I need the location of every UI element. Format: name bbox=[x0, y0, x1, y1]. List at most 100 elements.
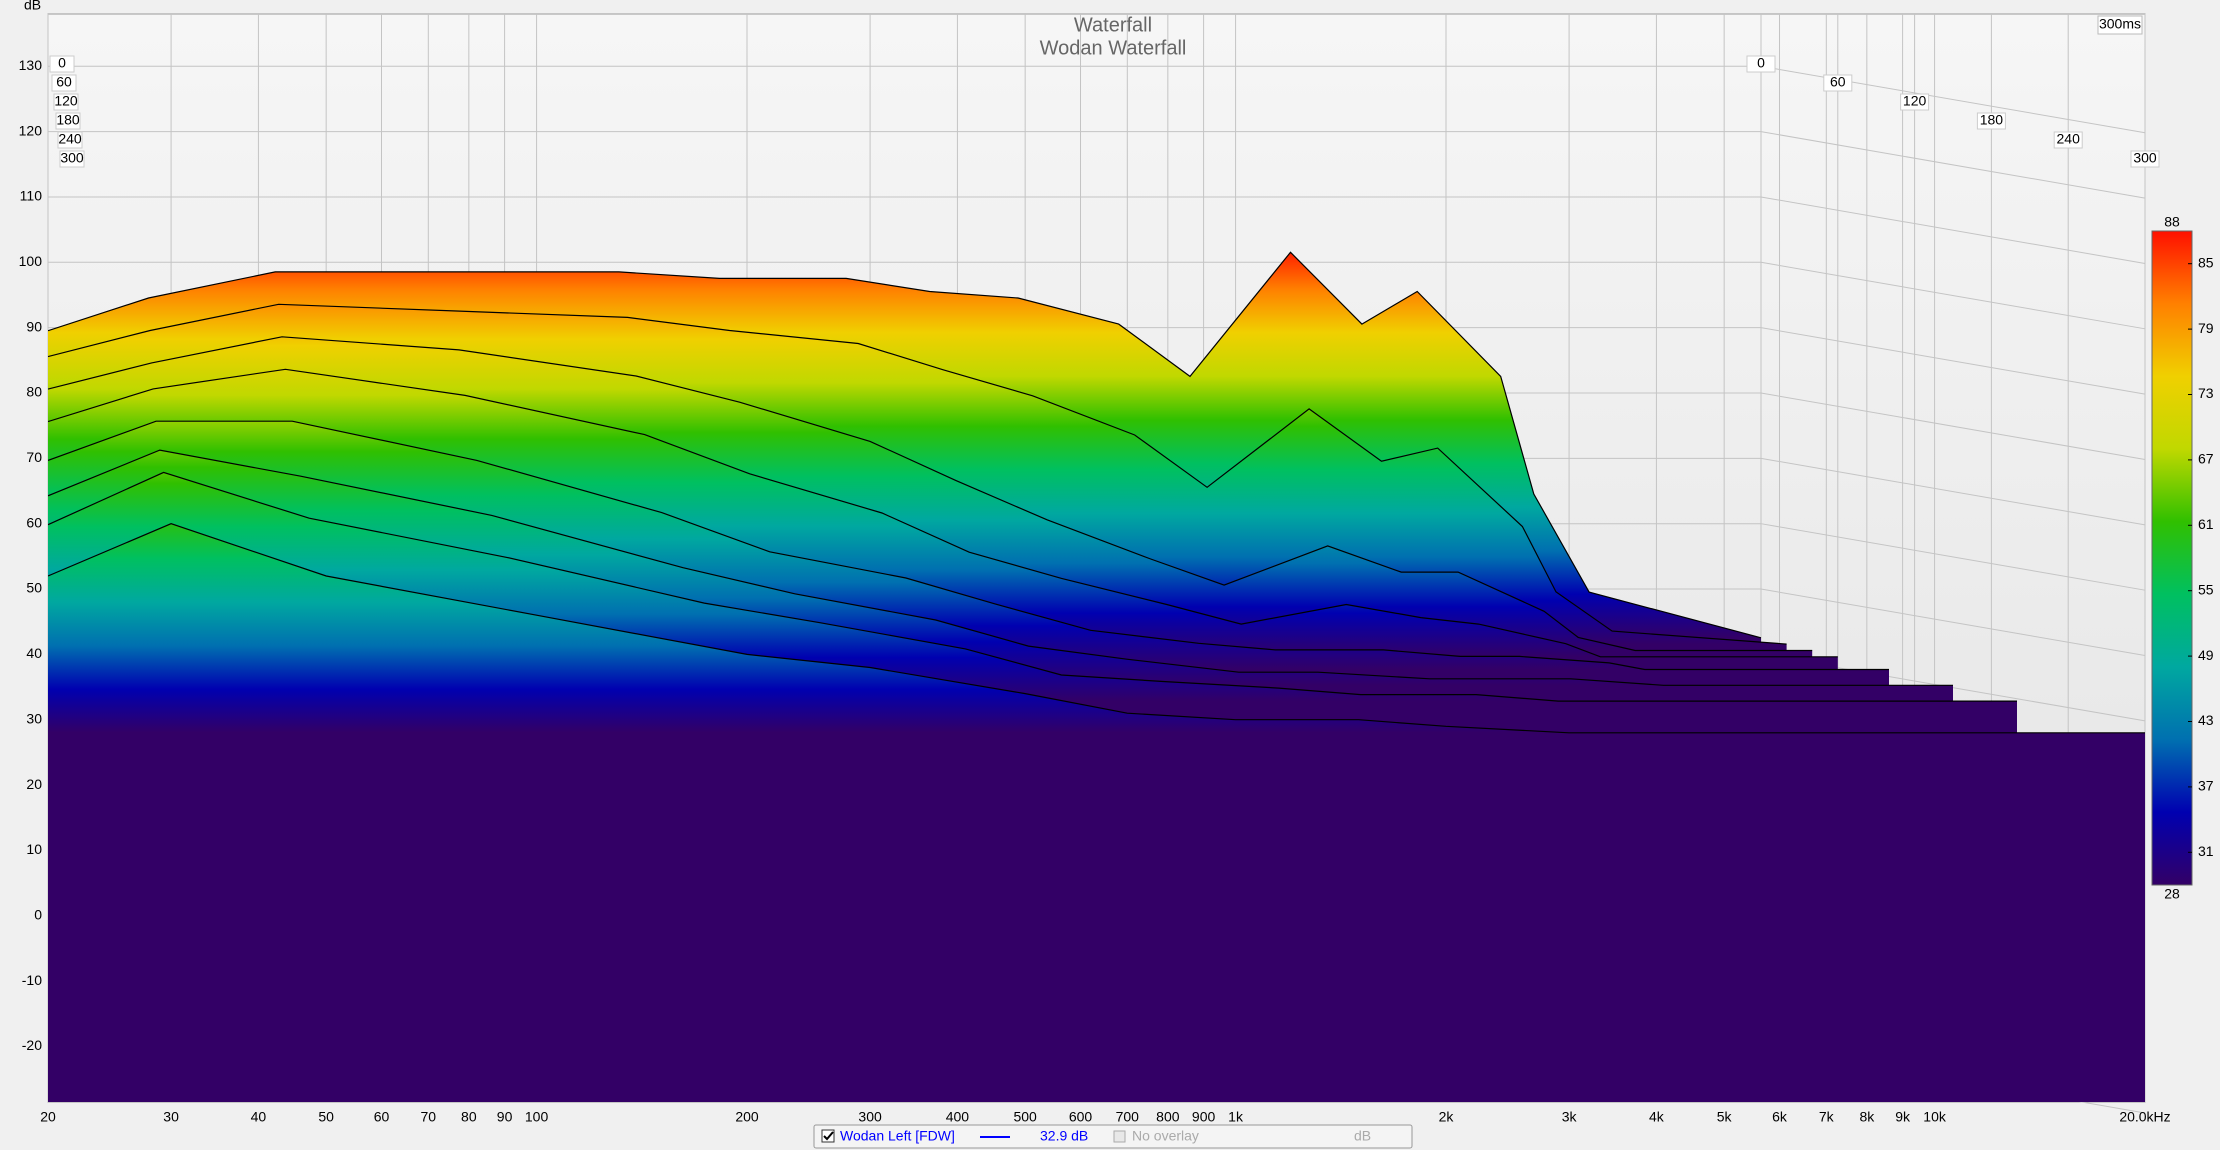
x-tick-label: 100 bbox=[525, 1109, 549, 1125]
time-tick-box bbox=[53, 93, 79, 111]
x-tick-label: 20.0kHz bbox=[2119, 1109, 2170, 1125]
time-tick-box bbox=[51, 74, 77, 92]
y-tick-label: 100 bbox=[19, 253, 43, 269]
slice-line bbox=[48, 449, 1953, 686]
slice-line bbox=[48, 471, 2017, 702]
colorbar-tick-label: 37 bbox=[2198, 778, 2214, 794]
x-tick-label: 700 bbox=[1116, 1109, 1140, 1125]
time-tick-label: 120 bbox=[54, 93, 78, 109]
x-tick-label: 2k bbox=[1439, 1109, 1455, 1125]
colorbar-min-label: 28 bbox=[2164, 886, 2180, 902]
time-tick-box bbox=[1900, 93, 1930, 111]
colorbar-tick-label: 43 bbox=[2198, 712, 2214, 728]
slice-line bbox=[48, 523, 2145, 734]
slice-line bbox=[48, 336, 1813, 652]
time-tick-box bbox=[2130, 150, 2160, 168]
time-tick-box bbox=[1976, 112, 2006, 130]
y-tick-label: 40 bbox=[26, 645, 42, 661]
overlay-label: No overlay bbox=[1132, 1128, 1199, 1144]
slice-line bbox=[48, 368, 1838, 658]
x-tick-label: 70 bbox=[421, 1109, 437, 1125]
time-tick-box bbox=[1746, 55, 1776, 73]
x-tick-label: 7k bbox=[1819, 1109, 1835, 1125]
colorbar bbox=[2151, 230, 2193, 886]
y-tick-label: -10 bbox=[22, 972, 42, 988]
time-tick-label: 0 bbox=[58, 55, 66, 71]
y-tick-label: 20 bbox=[26, 776, 42, 792]
y-tick-label: -20 bbox=[22, 1037, 42, 1053]
time-tick-box bbox=[59, 150, 85, 168]
x-tick-label: 4k bbox=[1649, 1109, 1665, 1125]
x-tick-label: 400 bbox=[946, 1109, 970, 1125]
y-tick-label: 80 bbox=[26, 384, 42, 400]
legend-bar: Wodan Left [FDW] 32.9 dB No overlay dB bbox=[813, 1124, 1413, 1149]
colorbar-max-label: 88 bbox=[2164, 214, 2180, 230]
y-tick-label: 10 bbox=[26, 841, 42, 857]
overlay-unit: dB bbox=[1354, 1128, 1371, 1144]
x-tick-label: 6k bbox=[1772, 1109, 1788, 1125]
trace-value: 32.9 dB bbox=[1040, 1128, 1088, 1144]
x-tick-label: 600 bbox=[1069, 1109, 1093, 1125]
x-tick-label: 20 bbox=[40, 1109, 56, 1125]
x-tick-label: 8k bbox=[1859, 1109, 1875, 1125]
chart-title: Waterfall bbox=[1074, 14, 1152, 36]
time-tick-label: 60 bbox=[1830, 74, 1846, 90]
y-tick-label: 70 bbox=[26, 449, 42, 465]
slice-line bbox=[48, 303, 1787, 645]
time-tick-label: 60 bbox=[56, 74, 72, 90]
x-tick-label: 30 bbox=[163, 1109, 179, 1125]
trace-name[interactable]: Wodan Left [FDW] bbox=[840, 1128, 955, 1144]
x-tick-label: 300 bbox=[858, 1109, 882, 1125]
time-tick-label: 300 bbox=[60, 150, 84, 166]
time-tick-label: 300 bbox=[2133, 150, 2157, 166]
time-tick-label: 180 bbox=[1980, 112, 2004, 128]
x-tick-label: 60 bbox=[374, 1109, 390, 1125]
y-tick-label: 0 bbox=[34, 906, 42, 922]
legend-box bbox=[813, 1124, 1413, 1149]
waterfall bbox=[48, 251, 2145, 1102]
check-mark bbox=[823, 1131, 834, 1141]
colorbar-tick-label: 55 bbox=[2198, 581, 2214, 597]
x-tick-label: 500 bbox=[1013, 1109, 1037, 1125]
y-tick-label: 120 bbox=[19, 122, 43, 138]
x-tick-label: 200 bbox=[735, 1109, 759, 1125]
overlay-checkbox[interactable] bbox=[1113, 1130, 1126, 1143]
y-axis-label: dB bbox=[24, 0, 41, 13]
y-tick-label: 130 bbox=[19, 57, 43, 73]
slice-area bbox=[48, 523, 2145, 1102]
colorbar-tick-label: 79 bbox=[2198, 320, 2214, 336]
x-tick-label: 5k bbox=[1717, 1109, 1733, 1125]
y-tick-label: 50 bbox=[26, 580, 42, 596]
colorbar-tick-label: 31 bbox=[2198, 843, 2214, 859]
x-tick-label: 900 bbox=[1192, 1109, 1216, 1125]
slice-line bbox=[48, 251, 1762, 639]
time-tick-label: 180 bbox=[56, 112, 80, 128]
time-tick-label: 120 bbox=[1903, 93, 1927, 109]
time-tick-label: 240 bbox=[2057, 131, 2081, 147]
x-tick-label: 40 bbox=[251, 1109, 267, 1125]
x-tick-label: 1k bbox=[1228, 1109, 1244, 1125]
colorbar-tick-label: 73 bbox=[2198, 385, 2214, 401]
y-tick-label: 30 bbox=[26, 710, 42, 726]
time-tick-label: 240 bbox=[58, 131, 82, 147]
slice-line bbox=[48, 420, 1889, 671]
time-tick-box bbox=[57, 131, 83, 149]
colorbar-tick-label: 49 bbox=[2198, 647, 2214, 663]
x-tick-label: 9k bbox=[1895, 1109, 1911, 1125]
x-tick-label: 90 bbox=[497, 1109, 513, 1125]
time-span-label: 300ms bbox=[2099, 16, 2141, 32]
colorbar-tick-label: 85 bbox=[2198, 254, 2214, 270]
time-tick-label: 0 bbox=[1757, 55, 1765, 71]
x-tick-label: 3k bbox=[1562, 1109, 1578, 1125]
y-tick-label: 110 bbox=[20, 188, 43, 204]
y-tick-label: 90 bbox=[26, 318, 42, 334]
time-tick-box bbox=[2053, 131, 2083, 149]
time-tick-box bbox=[49, 55, 75, 73]
x-tick-label: 50 bbox=[318, 1109, 334, 1125]
time-tick-box bbox=[55, 112, 81, 130]
chart-subtitle: Wodan Waterfall bbox=[1040, 37, 1187, 59]
time-tick-box bbox=[1823, 74, 1853, 92]
colorbar-tick-label: 61 bbox=[2198, 516, 2214, 532]
